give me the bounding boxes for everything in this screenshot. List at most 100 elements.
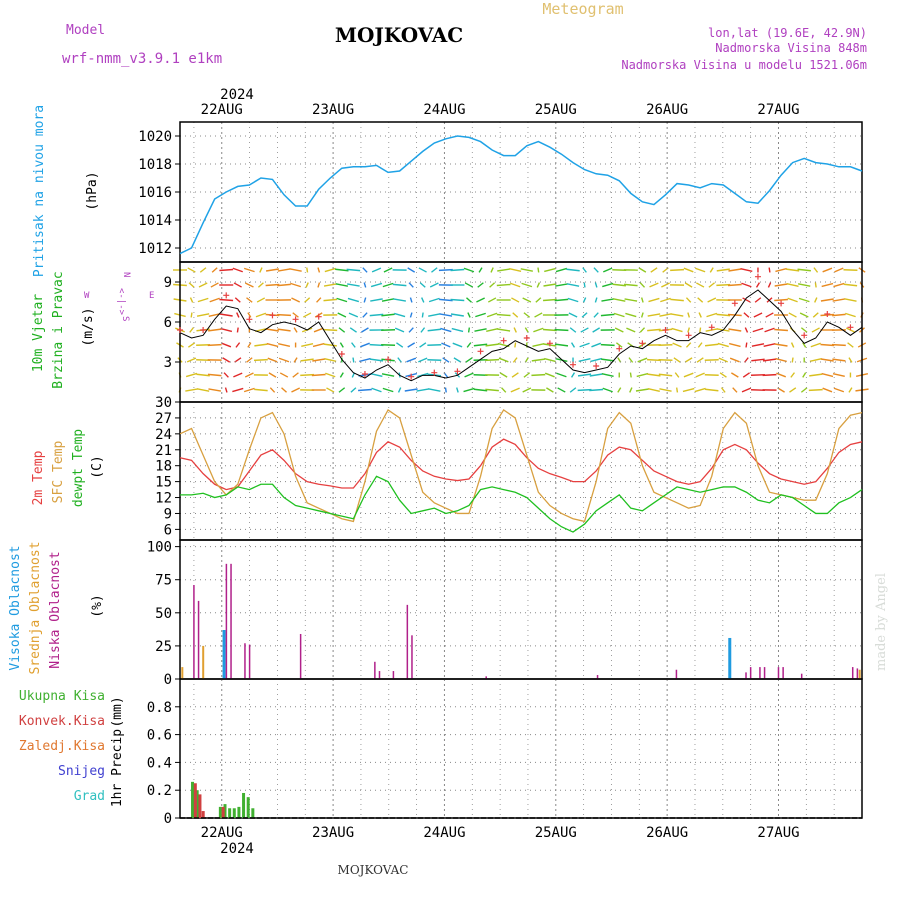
wind-barb bbox=[404, 388, 418, 392]
wind-barb bbox=[381, 373, 395, 377]
wind-barb bbox=[324, 267, 336, 273]
cloud-bar bbox=[749, 667, 752, 679]
wind-barb bbox=[791, 357, 794, 363]
wind-barb bbox=[603, 267, 613, 273]
wind-barb bbox=[820, 343, 835, 347]
wind-barb bbox=[729, 357, 740, 363]
wind-barb bbox=[755, 282, 761, 288]
wind-barb bbox=[381, 298, 395, 302]
model-elevation-label: Nadmorska Visina u modelu 1521.06m bbox=[621, 58, 867, 72]
wind-barb bbox=[246, 357, 253, 363]
wind-barb bbox=[490, 267, 494, 273]
bottom-day-label: 27AUG bbox=[757, 825, 799, 841]
wind-barb bbox=[613, 312, 625, 318]
wind-gust-mark bbox=[385, 356, 392, 363]
wind-barb bbox=[698, 312, 702, 318]
wind-barb bbox=[257, 282, 264, 288]
wind-barb bbox=[638, 267, 647, 273]
wind-barb bbox=[583, 282, 586, 288]
wind-barb bbox=[259, 267, 263, 273]
wind-barb bbox=[531, 373, 546, 377]
wind-barb bbox=[832, 313, 846, 317]
wind-barb bbox=[699, 327, 702, 333]
top-day-label: 23AUG bbox=[312, 102, 354, 118]
cloud-bar bbox=[225, 563, 228, 679]
wind-barb bbox=[626, 327, 636, 333]
precip-bar bbox=[218, 806, 222, 818]
wind-barb bbox=[222, 357, 231, 363]
wind-barb bbox=[293, 327, 298, 333]
wind-barb bbox=[589, 373, 603, 377]
wind-barb bbox=[727, 283, 742, 287]
watermark: made by Angel bbox=[874, 573, 889, 671]
precip-bar bbox=[232, 808, 236, 818]
wind-barb bbox=[219, 313, 233, 317]
wind-barb bbox=[568, 312, 578, 318]
wind-barb bbox=[554, 298, 569, 302]
wind-barb bbox=[848, 357, 853, 363]
wind-barb bbox=[511, 297, 520, 303]
wind-barb bbox=[317, 282, 321, 288]
wind-barb bbox=[323, 283, 337, 287]
wind-barb bbox=[512, 357, 518, 363]
wind-barb bbox=[813, 267, 819, 273]
wind-barb bbox=[499, 372, 508, 378]
wind-barb bbox=[810, 342, 821, 348]
wind-barb bbox=[544, 372, 555, 378]
wind-ylabel-2: Brzina i Pravac bbox=[51, 271, 66, 388]
top-day-label: 26AUG bbox=[646, 102, 688, 118]
precip-bar bbox=[228, 808, 232, 818]
wind-barb bbox=[187, 342, 196, 348]
wind-barb bbox=[358, 388, 372, 392]
wind-barb bbox=[536, 282, 541, 288]
wind-barb bbox=[694, 387, 706, 393]
wind-gust-mark bbox=[223, 292, 230, 299]
bottom-day-labels: 22AUG 23AUG 24AUG 25AUG 26AUG 27AUG bbox=[201, 825, 800, 841]
wind-barb bbox=[362, 267, 368, 273]
wind-barb bbox=[537, 267, 540, 273]
wind-barb bbox=[406, 357, 417, 363]
wind-barb bbox=[546, 387, 554, 393]
pressure-ytick-label: 1020 bbox=[138, 129, 172, 145]
pressure-unit: (hPa) bbox=[85, 171, 100, 210]
wind-barb bbox=[246, 297, 253, 303]
wind-barb bbox=[326, 387, 335, 393]
wind-barb bbox=[393, 312, 406, 318]
wind-barb bbox=[570, 372, 576, 378]
wind-barb bbox=[649, 282, 659, 288]
wind-barb bbox=[675, 387, 679, 393]
wind-barb bbox=[709, 267, 714, 273]
wind-gust-mark bbox=[269, 312, 276, 319]
wind-barb bbox=[348, 312, 359, 318]
wind-barb bbox=[208, 328, 222, 332]
wind-barb bbox=[289, 268, 302, 272]
wind-barb bbox=[256, 297, 266, 303]
wind-barb bbox=[647, 387, 660, 393]
wind-barb bbox=[207, 343, 222, 347]
wind-barb bbox=[382, 282, 394, 288]
precip-bar bbox=[223, 804, 227, 818]
wind-barb bbox=[659, 388, 672, 392]
wind-barb bbox=[741, 282, 752, 288]
wind-barb bbox=[427, 328, 442, 332]
wind-barb bbox=[790, 372, 796, 378]
cloud-ytick-label: 50 bbox=[155, 606, 172, 622]
wind-barb bbox=[234, 297, 241, 303]
wind-barb bbox=[625, 312, 637, 318]
wind-barb bbox=[832, 372, 845, 378]
wind-barb bbox=[339, 342, 344, 348]
wind-barb bbox=[765, 312, 774, 318]
wind-barb bbox=[419, 282, 426, 288]
wind-barb bbox=[514, 342, 517, 348]
wind-barb bbox=[697, 297, 704, 303]
compass-w: W bbox=[84, 291, 90, 301]
wind-barb bbox=[277, 268, 291, 272]
wind-barb bbox=[820, 358, 834, 362]
cloud-bar bbox=[378, 671, 381, 679]
wind-barb bbox=[523, 312, 531, 318]
wind-barb bbox=[718, 357, 728, 363]
temp-sfc-line bbox=[179, 409, 863, 523]
wind-barb bbox=[290, 282, 302, 288]
wind-gust-mark bbox=[177, 327, 183, 333]
